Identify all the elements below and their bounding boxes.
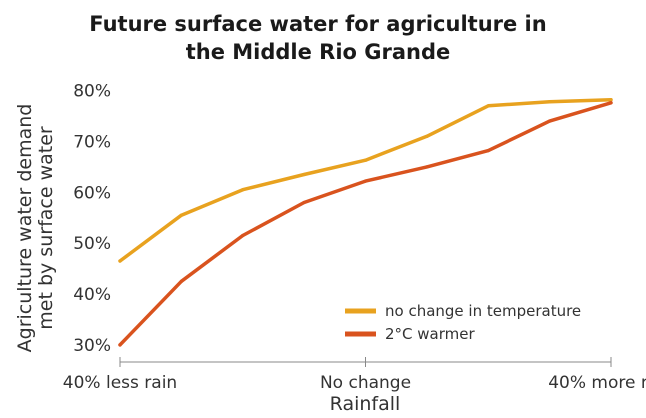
x-ticks: 40% less rain No change 40% more rain — [63, 357, 646, 393]
y-axis-title: Agriculture water demand met by surface … — [14, 104, 57, 353]
data-point — [241, 233, 245, 238]
data-point — [118, 343, 122, 347]
data-point — [363, 158, 368, 162]
data-point — [486, 148, 490, 153]
data-point — [363, 179, 368, 183]
legend-label: no change in temperature — [385, 302, 581, 320]
y-tick-label: 80% — [73, 82, 111, 102]
chart-title-line-1: Future surface water for agriculture in — [89, 12, 546, 36]
y-axis-title-line-2: met by surface water — [35, 126, 57, 330]
data-point — [609, 101, 613, 105]
y-ticks: 30% 40% 50% 60% 70% 80% — [73, 82, 111, 356]
x-axis-title: Rainfall — [330, 393, 401, 415]
data-point — [179, 213, 183, 217]
data-point — [118, 259, 122, 263]
series-lines — [118, 97, 613, 347]
chart-title-line-2: the Middle Rio Grande — [186, 40, 451, 64]
y-axis-title-line-1: Agriculture water demand — [14, 104, 36, 353]
data-point — [548, 119, 552, 123]
x-tick-label: 40% less rain — [63, 373, 177, 393]
data-point — [241, 188, 245, 192]
y-tick-label: 30% — [73, 336, 111, 356]
data-point — [425, 134, 429, 138]
data-point — [302, 172, 306, 177]
data-point — [548, 100, 552, 104]
y-tick-label: 60% — [73, 183, 111, 203]
data-point — [302, 200, 306, 205]
legend: no change in temperature 2°C warmer — [345, 302, 581, 343]
data-point — [179, 279, 183, 283]
data-point — [486, 104, 490, 108]
y-tick-label: 50% — [73, 234, 111, 254]
x-tick-label: 40% more rain — [548, 373, 646, 393]
y-tick-label: 70% — [73, 132, 111, 152]
data-point — [609, 98, 613, 102]
data-point — [425, 165, 429, 169]
legend-label: 2°C warmer — [385, 325, 475, 343]
x-tick-label: No change — [320, 373, 411, 393]
y-tick-label: 40% — [73, 285, 111, 305]
